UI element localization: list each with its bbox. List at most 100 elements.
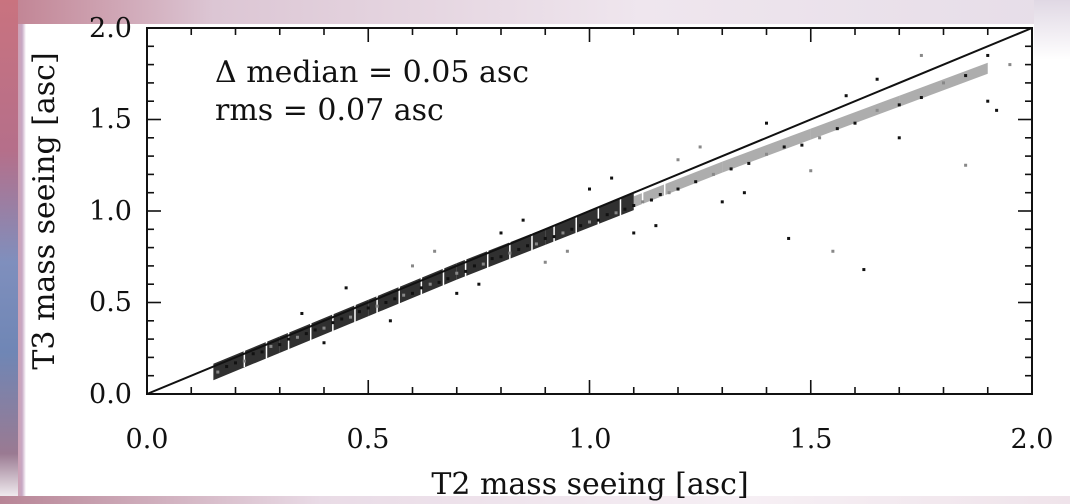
axis-ticks	[146, 27, 1033, 395]
scatter-point	[490, 257, 494, 261]
density-segment	[279, 299, 369, 353]
x-axis-label: T2 mass seeing [asc]	[431, 467, 748, 502]
y-tick-label-3: 1.5	[89, 104, 132, 135]
scatter-point	[375, 304, 379, 308]
scatter-point	[897, 103, 901, 107]
scatter-point	[402, 293, 406, 297]
scatter-point	[623, 207, 627, 211]
background-photo-right-edge	[1034, 0, 1070, 60]
scatter-point	[658, 193, 662, 197]
y-axis-label: T3 mass seeing [asc]	[27, 52, 62, 369]
scatter-point	[782, 145, 786, 149]
scatter-point	[698, 145, 702, 149]
scatter-point	[455, 271, 459, 275]
scatter-point	[747, 161, 751, 165]
scatter-point	[875, 108, 879, 112]
scatter-point	[818, 136, 822, 140]
data-points	[216, 53, 1012, 374]
scatter-point	[411, 264, 414, 268]
scatter-point	[300, 311, 304, 315]
background-photo-top-edge	[0, 0, 1070, 24]
scatter-point	[614, 211, 618, 215]
density-segment	[899, 62, 988, 107]
scatter-point	[561, 231, 565, 235]
scatter-point	[357, 310, 361, 314]
scatter-point	[499, 231, 503, 235]
scatter-point	[543, 260, 547, 264]
scatter-point	[765, 121, 768, 125]
y-tick-label-2: 1.0	[89, 196, 132, 227]
scatter-point	[433, 249, 437, 253]
scatter-point	[588, 187, 591, 191]
scatter-point	[269, 344, 273, 348]
scatter-point	[411, 291, 414, 295]
scatter-point	[649, 198, 653, 202]
scatter-point	[322, 341, 326, 345]
y-tick-label-1: 0.5	[89, 287, 132, 318]
density-segment	[545, 193, 634, 245]
scatter-point	[720, 200, 724, 204]
scatter-point	[986, 99, 990, 103]
scatter-point	[800, 143, 804, 147]
scatter-point	[942, 81, 945, 85]
scatter-point	[508, 251, 512, 255]
scatter-point	[676, 158, 680, 162]
scatter-point	[260, 350, 264, 354]
scatter-point	[331, 321, 335, 325]
scatter-point	[287, 337, 291, 341]
scatter-point	[366, 306, 370, 310]
scatter-point	[552, 235, 556, 239]
scatter-point	[455, 291, 459, 295]
scatter-point	[641, 200, 645, 204]
scatter-point	[517, 247, 521, 251]
background-photo-left-edge	[0, 0, 18, 504]
scatter-point	[831, 249, 835, 253]
x-tick-label-1: 0.5	[347, 424, 390, 455]
scatter-point	[694, 180, 698, 184]
median-annotation: Δ median = 0.05 asc	[215, 55, 529, 90]
scatter-point	[521, 218, 525, 222]
scatter-point	[304, 332, 308, 336]
scatter-point	[667, 191, 671, 195]
scatter-point	[919, 53, 923, 57]
scatter-point	[543, 236, 547, 240]
scatter-point	[605, 213, 609, 217]
scatter-point	[322, 326, 326, 330]
x-tick-label-0: 0.0	[126, 424, 169, 455]
scatter-point	[632, 231, 636, 235]
scatter-point	[464, 269, 468, 273]
density-band	[213, 62, 988, 381]
density-segment	[368, 263, 457, 317]
identity-line	[146, 27, 1033, 395]
scatter-point	[588, 220, 591, 224]
scatter-point	[844, 94, 848, 98]
scatter-point	[570, 227, 574, 231]
scatter-point	[534, 242, 538, 246]
scatter-point	[472, 264, 476, 268]
scatter-point	[344, 286, 348, 290]
scatter-point	[428, 282, 432, 286]
scatter-point	[499, 255, 503, 259]
scatter-point	[787, 236, 791, 240]
scatter-point	[897, 136, 901, 140]
scatter-point	[919, 96, 923, 100]
scatter-point	[313, 328, 317, 332]
background-photo-bottom-edge	[0, 496, 1070, 504]
scatter-point	[632, 204, 636, 208]
y-tick-label-0: 0.0	[89, 379, 132, 410]
scatter-point	[526, 244, 530, 248]
scatter-point	[388, 319, 392, 323]
scatter-point	[419, 286, 423, 290]
scatter-point	[995, 108, 999, 112]
scatter-point	[446, 277, 450, 281]
x-tick-label-3: 1.5	[790, 424, 833, 455]
scatter-point	[278, 343, 282, 347]
rms-annotation: rms = 0.07 asc	[215, 93, 444, 128]
x-tick-label-2: 1.0	[569, 424, 612, 455]
scatter-point	[853, 121, 857, 125]
density-segment	[633, 161, 723, 208]
scatter-point	[295, 335, 299, 339]
scatter-point	[610, 176, 614, 180]
density-segment	[722, 128, 811, 173]
